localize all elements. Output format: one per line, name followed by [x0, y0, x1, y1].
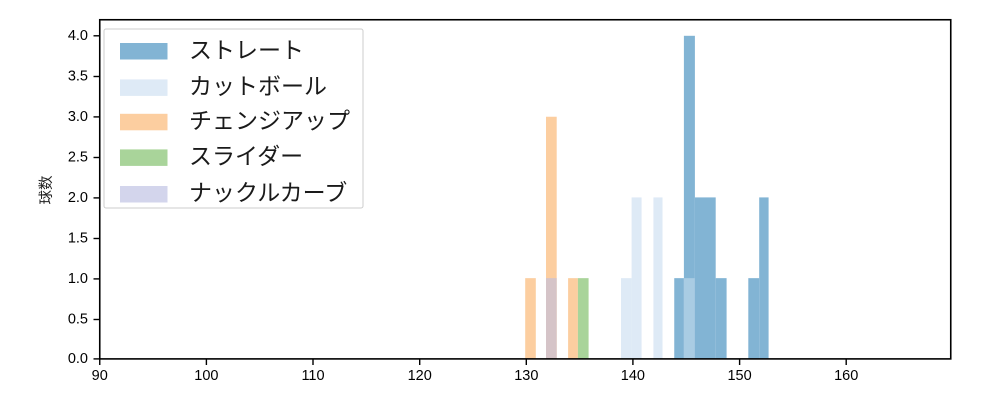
svg-text:160: 160	[834, 368, 858, 384]
svg-text:チェンジアップ: チェンジアップ	[189, 108, 350, 134]
svg-text:3.0: 3.0	[68, 109, 88, 125]
svg-text:4.0: 4.0	[68, 28, 88, 44]
svg-text:130: 130	[514, 368, 538, 384]
svg-text:150: 150	[727, 368, 751, 384]
svg-text:100: 100	[194, 368, 218, 384]
svg-text:ストレート: ストレート	[189, 37, 304, 63]
svg-text:120: 120	[408, 368, 432, 384]
svg-text:3.5: 3.5	[68, 69, 88, 85]
svg-text:140: 140	[621, 368, 645, 384]
svg-text:110: 110	[301, 368, 324, 384]
svg-text:1.0: 1.0	[68, 271, 88, 287]
svg-text:1.5: 1.5	[68, 231, 88, 247]
svg-text:2.5: 2.5	[68, 150, 88, 166]
svg-text:90: 90	[92, 368, 108, 384]
svg-text:ナックルカーブ: ナックルカーブ	[189, 180, 347, 206]
svg-text:2.0: 2.0	[68, 190, 88, 206]
svg-text:0.5: 0.5	[68, 312, 88, 328]
svg-text:球数: 球数	[38, 175, 55, 204]
svg-text:カットボール: カットボール	[189, 73, 327, 99]
svg-text:0.0: 0.0	[68, 351, 88, 367]
svg-text:スライダー: スライダー	[189, 143, 303, 169]
